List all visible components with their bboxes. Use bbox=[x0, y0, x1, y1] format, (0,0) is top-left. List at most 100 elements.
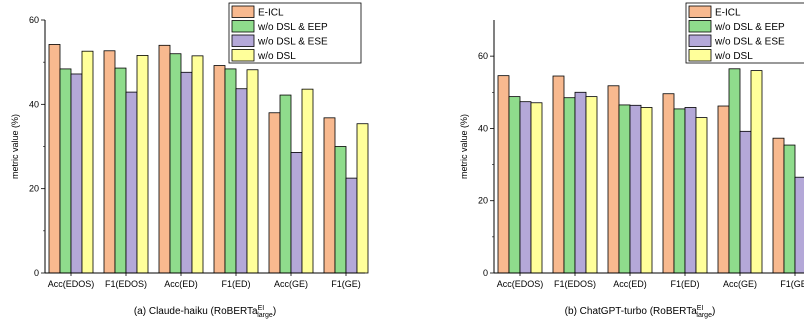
chart-a-claude-haiku: Acc(EDOS) F1(EDOS) Acc(ED) F1(ED) Acc(GE) F1(… bbox=[10, 2, 369, 319]
bar-4-4 bbox=[246, 69, 259, 274]
bar-1-3 bbox=[607, 85, 620, 274]
x-tick-label: Acc(EDOS) bbox=[497, 279, 544, 289]
x-tick-label: Acc(EDOS) bbox=[48, 279, 95, 289]
bar-3-6 bbox=[345, 177, 358, 274]
bar-4-6 bbox=[356, 123, 369, 274]
bar-1-1 bbox=[48, 44, 61, 274]
legend-swatch-2 bbox=[688, 20, 712, 33]
bar-1-4 bbox=[213, 65, 226, 274]
legend-swatch-3 bbox=[688, 34, 712, 47]
bar-3-5 bbox=[290, 152, 303, 274]
bar-2-3 bbox=[169, 53, 182, 274]
bar-4-3 bbox=[191, 55, 204, 274]
bar-3-4 bbox=[235, 88, 248, 274]
y-axis-label: metric value (%) bbox=[10, 114, 20, 179]
bar-1-3 bbox=[158, 44, 171, 274]
bar-3-3 bbox=[180, 71, 193, 274]
caption-end: ) bbox=[273, 306, 276, 317]
legend-label-3: w/o DSL & ESE bbox=[257, 37, 328, 48]
chart-caption: (a) Claude-haiku (RoBERTaEI large) bbox=[134, 305, 276, 319]
legend-label-2: w/o DSL & EEP bbox=[257, 22, 328, 33]
bar-3-1 bbox=[519, 101, 532, 274]
y-tick-label: 40 bbox=[478, 123, 488, 133]
legend-swatch-3 bbox=[231, 34, 255, 47]
caption-main: (a) Claude-haiku (RoBERTa bbox=[134, 306, 258, 317]
bar-4-2 bbox=[136, 55, 149, 274]
bar-3-3 bbox=[629, 104, 642, 274]
caption-sup: EI bbox=[697, 305, 704, 312]
legend-label-4: w/o DSL bbox=[714, 51, 753, 62]
legend-label-2: w/o DSL & EEP bbox=[714, 22, 785, 33]
bar-1-5 bbox=[268, 112, 281, 274]
y-tick-label: 20 bbox=[29, 184, 39, 194]
bar-4-2 bbox=[585, 96, 598, 274]
y-tick-label: 60 bbox=[478, 51, 488, 61]
legend-swatch-2 bbox=[231, 20, 255, 33]
caption-end: ) bbox=[712, 306, 715, 317]
caption-sub: large bbox=[696, 312, 712, 319]
legend: E-ICL w/o DSL & EEP w/o DSL & ESE w/o DSL bbox=[228, 2, 362, 64]
bar-1-6 bbox=[323, 117, 336, 274]
caption-sub: large bbox=[257, 312, 273, 319]
legend-label-4: w/o DSL bbox=[257, 51, 296, 62]
bar-2-4 bbox=[673, 108, 686, 274]
legend-label-3: w/o DSL & ESE bbox=[714, 37, 785, 48]
legend-swatch-1 bbox=[231, 5, 255, 18]
chart-caption: (b) ChatGPT-turbo (RoBERTaEI large) bbox=[565, 305, 716, 319]
bar-2-1 bbox=[59, 68, 72, 274]
x-tick-label: F1(ED) bbox=[671, 279, 700, 289]
bar-2-3 bbox=[618, 104, 631, 274]
bar-3-1 bbox=[70, 73, 83, 274]
legend-swatch-1 bbox=[688, 5, 712, 18]
bar-2-5 bbox=[279, 94, 292, 274]
bar-3-6 bbox=[794, 176, 804, 274]
y-axis-label: metric value (%) bbox=[459, 114, 469, 179]
x-tick-label: F1(GE) bbox=[331, 279, 361, 289]
bar-4-3 bbox=[640, 107, 653, 274]
bar-4-5 bbox=[750, 70, 763, 274]
chart-b-chatgpt-turbo: Acc(EDOS) F1(EDOS) Acc(ED) F1(ED) Acc(GE) F1(… bbox=[459, 2, 804, 319]
bar-2-2 bbox=[563, 97, 576, 274]
legend: E-ICL w/o DSL & EEP w/o DSL & ESE w/o DSL bbox=[685, 2, 804, 64]
bar-2-2 bbox=[114, 67, 127, 274]
bar-1-6 bbox=[772, 137, 785, 274]
bar-4-5 bbox=[301, 88, 314, 274]
legend-label-1: E-ICL bbox=[258, 8, 284, 19]
y-tick-label: 40 bbox=[29, 99, 39, 109]
y-tick-label: 20 bbox=[478, 196, 488, 206]
x-tick-label: F1(ED) bbox=[222, 279, 251, 289]
bar-3-5 bbox=[739, 130, 752, 274]
y-tick-label: 0 bbox=[34, 268, 39, 278]
x-tick-label: Acc(GE) bbox=[274, 279, 308, 289]
bar-1-5 bbox=[717, 105, 730, 274]
bar-4-4 bbox=[695, 117, 708, 274]
bar-3-4 bbox=[684, 107, 697, 274]
y-tick-label: 60 bbox=[29, 15, 39, 25]
bar-1-1 bbox=[497, 75, 510, 274]
bar-4-1 bbox=[530, 102, 543, 274]
y-tick-label: 0 bbox=[483, 268, 488, 278]
bar-2-4 bbox=[224, 68, 237, 274]
bar-1-2 bbox=[103, 50, 116, 274]
legend-label-1: E-ICL bbox=[715, 8, 741, 19]
bar-2-6 bbox=[783, 144, 796, 274]
legend-swatch-4 bbox=[231, 49, 255, 62]
x-tick-label: Acc(GE) bbox=[723, 279, 757, 289]
bar-4-1 bbox=[81, 50, 94, 274]
x-tick-label: F1(GE) bbox=[780, 279, 804, 289]
bar-2-5 bbox=[728, 68, 741, 274]
bar-2-6 bbox=[334, 146, 347, 274]
bar-2-1 bbox=[508, 96, 521, 274]
bar-1-4 bbox=[662, 93, 675, 274]
caption-main: (b) ChatGPT-turbo (RoBERTa bbox=[565, 306, 698, 317]
bar-3-2 bbox=[125, 91, 138, 274]
caption-sup: EI bbox=[258, 305, 265, 312]
legend-swatch-4 bbox=[688, 49, 712, 62]
bar-3-2 bbox=[574, 91, 587, 274]
x-tick-label: F1(EDOS) bbox=[554, 279, 596, 289]
bar-1-2 bbox=[552, 75, 565, 274]
x-tick-label: Acc(ED) bbox=[164, 279, 198, 289]
x-tick-label: Acc(ED) bbox=[613, 279, 647, 289]
x-tick-label: F1(EDOS) bbox=[105, 279, 147, 289]
